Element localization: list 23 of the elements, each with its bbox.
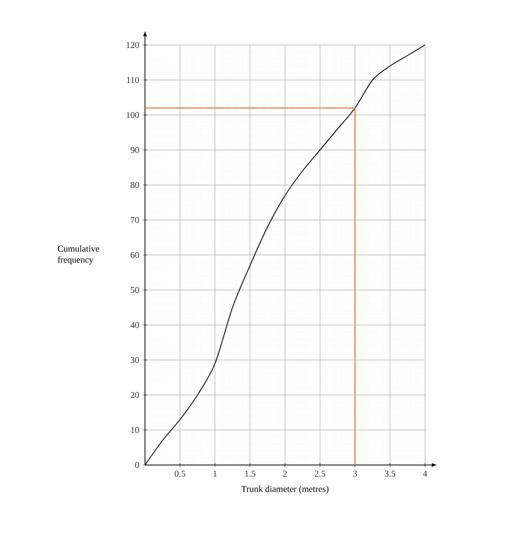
y-tick-label: 80 (130, 182, 139, 188)
y-tick-label: 90 (130, 146, 139, 154)
y-tick-label: 40 (130, 322, 139, 328)
x-tick-label: 4 (422, 470, 428, 477)
y-tick-label: 20 (130, 392, 139, 398)
x-axis-title: Trunk diameter (metres) (241, 486, 328, 494)
x-tick-label: 1.5 (245, 470, 256, 477)
y-tick-label: 100 (126, 112, 139, 118)
y-axis-title: Cumulative frequency (58, 245, 100, 265)
x-tick-label: 2.5 (314, 470, 326, 477)
x-tick-label: 0.5 (174, 470, 186, 477)
y-tick-label: 110 (126, 76, 139, 84)
y-tick-label: 30 (130, 356, 139, 364)
x-tick-label: 1 (214, 470, 217, 477)
y-tick-label: 10 (131, 426, 139, 434)
x-tick-label: 3.5 (384, 470, 396, 477)
x-tick-label: 2 (283, 470, 287, 477)
y-tick-label: 120 (126, 42, 139, 48)
y-tick-label: 60 (130, 252, 139, 258)
x-tick-label: 3 (353, 470, 357, 477)
y-tick-label: 50 (130, 286, 139, 294)
y-tick-label: 70 (130, 216, 139, 224)
y-tick-label: 0 (135, 462, 139, 468)
